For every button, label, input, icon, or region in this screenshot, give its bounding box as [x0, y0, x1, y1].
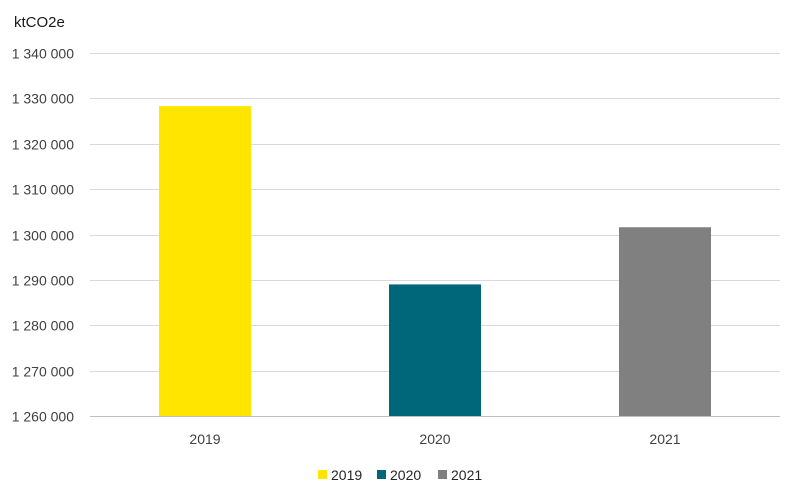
- y-tick-label: 1 310 000: [12, 182, 74, 198]
- y-tick-label: 1 330 000: [12, 91, 74, 107]
- legend-swatch-2020: [377, 470, 386, 479]
- legend-label: 2019: [331, 467, 362, 483]
- y-tick-label: 1 290 000: [12, 273, 74, 289]
- legend-swatch-2019: [318, 470, 327, 479]
- legend-label: 2020: [390, 467, 421, 483]
- x-tick-label: 2020: [419, 431, 450, 447]
- unit-label: ktCO2e: [14, 14, 65, 31]
- y-tick-label: 1 280 000: [12, 318, 74, 334]
- y-tick-label: 1 300 000: [12, 228, 74, 244]
- x-axis-labels: 2019 2020 2021: [189, 431, 680, 447]
- bar-2020: [389, 284, 481, 416]
- legend: 2019 2020 2021: [318, 467, 482, 483]
- y-tick-label: 1 260 000: [12, 409, 74, 425]
- x-tick-label: 2019: [189, 431, 220, 447]
- y-axis-ticks: 1 260 000 1 270 000 1 280 000 1 290 000 1 30…: [12, 46, 74, 425]
- bar-2021: [619, 227, 711, 416]
- x-tick-label: 2021: [649, 431, 680, 447]
- legend-swatch-2021: [438, 470, 447, 479]
- bar-2019: [159, 106, 251, 417]
- y-tick-label: 1 340 000: [12, 46, 74, 62]
- legend-label: 2021: [451, 467, 482, 483]
- y-tick-label: 1 270 000: [12, 364, 74, 380]
- bars: [159, 106, 711, 417]
- y-tick-label: 1 320 000: [12, 137, 74, 153]
